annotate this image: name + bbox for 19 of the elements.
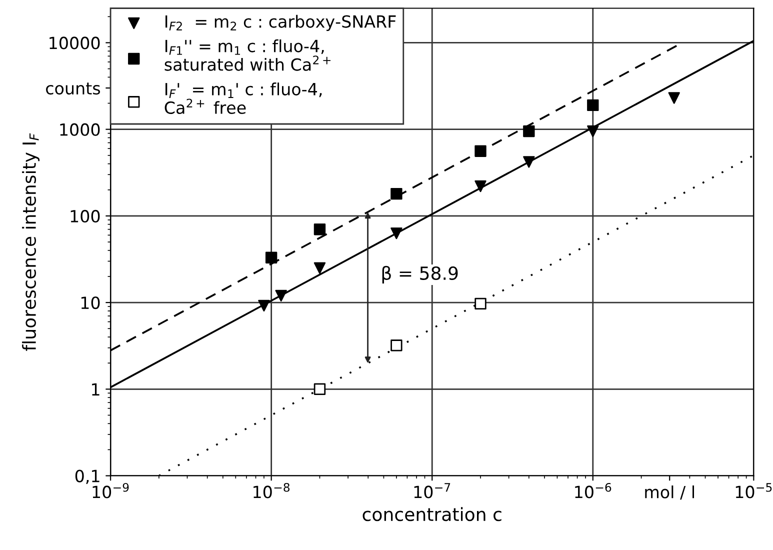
y-tick-label: counts	[46, 82, 100, 95]
y-tick-label: 10	[81, 296, 100, 310]
y-tick-label: 100	[70, 210, 100, 222]
legend-label: I$_{F1}$'' = m$_{1}$ c : fluo-4, saturated with Ca$^{2+}$	[164, 39, 330, 71]
y-tick-label: 10000	[50, 36, 100, 50]
legend-label: I$_{F2}$ = m$_{2}$ c : carboxy-SNARF	[166, 14, 396, 32]
x-tick-label: 10$^{−5}$	[736, 483, 772, 498]
x-tick-label: 10$^{−8}$	[254, 482, 290, 498]
x-tick-label: 10$^{−7}$	[414, 483, 450, 498]
y-tick-label: 1000	[60, 123, 100, 136]
x-tick-label: 10$^{−9}$	[92, 482, 129, 498]
x-tick-label: mol / l	[645, 485, 694, 500]
annotation: β = 58.9	[382, 266, 458, 284]
y-tick-label: 1	[92, 383, 100, 396]
y-tick-label: 0,1	[75, 470, 100, 484]
x-tick-label: 10$^{−6}$	[575, 482, 612, 498]
x-axis-title: concentration c	[362, 507, 502, 522]
text: I$_{F}$' = m$_{1}$' c : fluo-4, Ca$^{2+}$ free	[164, 82, 322, 114]
y-axis-title: fluorescence intensity I$_{F}$	[22, 133, 40, 351]
